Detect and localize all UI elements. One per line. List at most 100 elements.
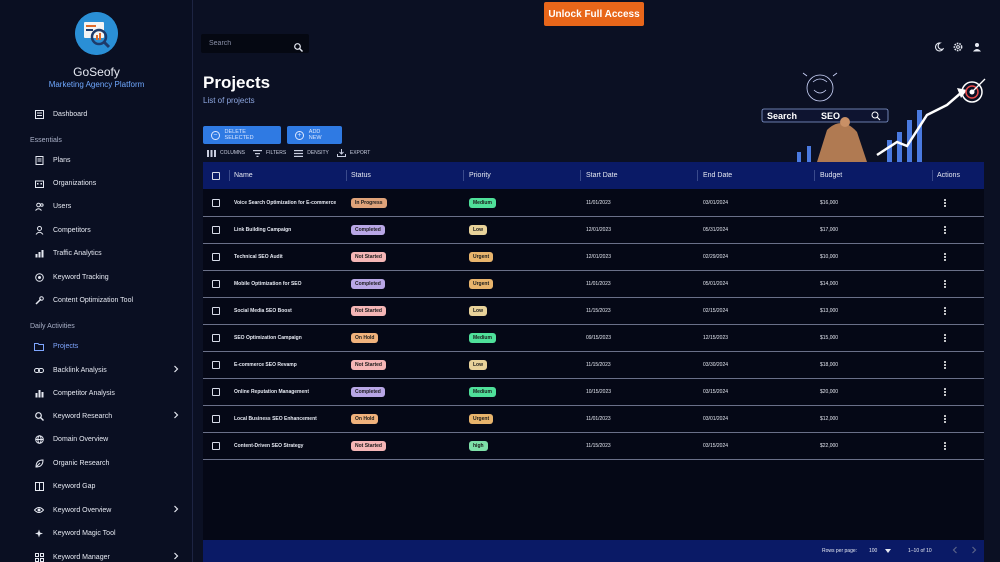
priority-badge: Urgent bbox=[469, 252, 494, 262]
table-row[interactable]: SEO Optimization Campaign On Hold Medium 09… bbox=[203, 325, 984, 352]
dark-mode-icon[interactable] bbox=[934, 39, 945, 52]
hero-seo-text: SEO bbox=[821, 111, 840, 121]
sidebar-item-traffic-analytics[interactable]: Traffic Analytics bbox=[34, 245, 189, 261]
sidebar-item-label: Backlink Analysis bbox=[53, 366, 107, 374]
row-checkbox[interactable] bbox=[212, 379, 220, 405]
priority-badge: Low bbox=[469, 360, 487, 370]
density-button[interactable]: DENSITY bbox=[294, 149, 329, 157]
row-actions-icon[interactable] bbox=[944, 433, 946, 459]
sidebar-item-projects[interactable]: Projects bbox=[34, 338, 189, 354]
column-header-status[interactable]: Status bbox=[351, 172, 371, 179]
column-header-name[interactable]: Name bbox=[234, 172, 253, 179]
row-checkbox[interactable] bbox=[212, 325, 220, 351]
chevron-right-icon[interactable] bbox=[173, 365, 181, 375]
export-button[interactable]: EXPORT bbox=[336, 149, 370, 157]
table-row[interactable]: Online Reputation Management Completed Med… bbox=[203, 379, 984, 406]
start-cell: 10/15/2023 bbox=[586, 389, 612, 395]
name-cell: Technical SEO Audit bbox=[234, 254, 283, 260]
column-header-priority[interactable]: Priority bbox=[469, 172, 491, 179]
priority-cell: Urgent bbox=[469, 244, 494, 270]
chevron-right-icon[interactable] bbox=[173, 552, 181, 562]
budget-cell: $18,000 bbox=[820, 362, 839, 368]
caret-down-icon bbox=[885, 549, 892, 553]
name-cell: Local Business SEO Enhancement bbox=[234, 416, 317, 422]
sidebar-item-keyword-overview[interactable]: Keyword Overview bbox=[34, 502, 189, 518]
search-input[interactable] bbox=[209, 40, 289, 47]
sidebar-item-keyword-research[interactable]: Keyword Research bbox=[34, 408, 189, 424]
row-actions-icon[interactable] bbox=[944, 217, 946, 243]
sidebar-item-keyword-manager[interactable]: Keyword Manager bbox=[34, 549, 189, 562]
sidebar-item-label: Dashboard bbox=[53, 110, 88, 118]
sidebar-item-keyword-gap[interactable]: Keyword Gap bbox=[34, 478, 189, 494]
priority-cell: Urgent bbox=[469, 406, 494, 432]
delete-selected-button[interactable]: − DELETE SELECTED bbox=[203, 126, 281, 144]
column-header-budget[interactable]: Budget bbox=[820, 172, 843, 179]
table-row[interactable]: Local Business SEO Enhancement On Hold Urg… bbox=[203, 406, 984, 433]
rows-per-page-select[interactable]: 100 bbox=[869, 548, 892, 554]
chevron-right-icon[interactable] bbox=[173, 411, 181, 421]
chevron-right-icon[interactable] bbox=[173, 505, 181, 515]
row-actions-icon[interactable] bbox=[944, 379, 946, 405]
table-row[interactable]: Mobile Optimization for SEO Completed Urge… bbox=[203, 271, 984, 298]
table-row[interactable]: Voice Search Optimization for E-commerce… bbox=[203, 190, 984, 217]
column-header-start-date[interactable]: Start Date bbox=[586, 172, 618, 179]
row-actions-icon[interactable] bbox=[944, 298, 946, 324]
table-row[interactable]: Link Building Campaign Completed Low 12/01/… bbox=[203, 217, 984, 244]
status-cell: Not Started bbox=[351, 244, 386, 270]
row-actions-icon[interactable] bbox=[944, 325, 946, 351]
budget-cell: $13,000 bbox=[820, 308, 839, 314]
row-actions-icon[interactable] bbox=[944, 352, 946, 378]
name-cell: Link Building Campaign bbox=[234, 227, 292, 233]
row-checkbox[interactable] bbox=[212, 271, 220, 297]
priority-cell: Low bbox=[469, 217, 487, 243]
row-checkbox[interactable] bbox=[212, 352, 220, 378]
table-row[interactable]: E-commerce SEO Revamp Not Started Low 11/15… bbox=[203, 352, 984, 379]
prev-page-icon[interactable] bbox=[952, 546, 958, 556]
next-page-icon[interactable] bbox=[971, 546, 977, 556]
sidebar-item-organizations[interactable]: Organizations bbox=[34, 175, 189, 191]
export-icon bbox=[336, 149, 346, 157]
projects-table: Name Status Priority Start Date End Date… bbox=[203, 162, 984, 562]
sidebar-item-backlink-analysis[interactable]: Backlink Analysis bbox=[34, 362, 189, 378]
column-header-end-date[interactable]: End Date bbox=[703, 172, 733, 179]
sidebar-item-plans[interactable]: Plans bbox=[34, 152, 189, 168]
table-row[interactable]: Technical SEO Audit Not Started Urgent 12/0… bbox=[203, 244, 984, 271]
account-icon[interactable] bbox=[972, 39, 982, 52]
sidebar-item-keyword-magic-tool[interactable]: Keyword Magic Tool bbox=[34, 525, 189, 541]
row-checkbox[interactable] bbox=[212, 190, 220, 216]
priority-cell: Urgent bbox=[469, 271, 494, 297]
sidebar-item-keyword-tracking[interactable]: Keyword Tracking bbox=[34, 269, 189, 285]
priority-cell: high bbox=[469, 433, 488, 459]
sidebar-item-competitor-analysis[interactable]: Competitor Analysis bbox=[34, 385, 189, 401]
table-row[interactable]: Social Media SEO Boost Not Started Low 11/1… bbox=[203, 298, 984, 325]
row-actions-icon[interactable] bbox=[944, 271, 946, 297]
table-row[interactable]: Content-Driven SEO Strategy Not Started hi… bbox=[203, 433, 984, 460]
row-checkbox[interactable] bbox=[212, 244, 220, 270]
row-checkbox[interactable] bbox=[212, 433, 220, 459]
settings-icon[interactable] bbox=[953, 39, 963, 52]
row-checkbox[interactable] bbox=[212, 217, 220, 243]
status-badge: Not Started bbox=[351, 441, 386, 451]
sidebar-item-organic-research[interactable]: Organic Research bbox=[34, 455, 189, 471]
columns-button[interactable]: COLUMNS bbox=[207, 149, 245, 157]
row-actions-icon[interactable] bbox=[944, 244, 946, 270]
sidebar-item-users[interactable]: Users bbox=[34, 198, 189, 214]
unlock-full-access-button[interactable]: Unlock Full Access bbox=[544, 2, 644, 26]
sidebar-item-dashboard[interactable]: Dashboard bbox=[34, 106, 189, 122]
start-cell: 11/15/2023 bbox=[586, 308, 611, 314]
sidebar-item-content-optimization[interactable]: Content Optimization Tool bbox=[34, 292, 189, 308]
sidebar-item-competitors[interactable]: Competitors bbox=[34, 222, 189, 238]
status-badge: Not Started bbox=[351, 360, 386, 370]
row-actions-icon[interactable] bbox=[944, 190, 946, 216]
row-checkbox[interactable] bbox=[212, 406, 220, 432]
select-all-checkbox[interactable] bbox=[212, 171, 220, 180]
sidebar-item-domain-overview[interactable]: Domain Overview bbox=[34, 431, 189, 447]
filters-button[interactable]: FILTERS bbox=[253, 149, 286, 157]
sidebar-item-label: Keyword Magic Tool bbox=[53, 529, 116, 537]
row-actions-icon[interactable] bbox=[944, 406, 946, 432]
add-new-button[interactable]: + ADD NEW bbox=[287, 126, 342, 144]
more-vert-icon bbox=[944, 199, 946, 207]
row-checkbox[interactable] bbox=[212, 298, 220, 324]
search-icon[interactable] bbox=[294, 39, 303, 57]
grid-toolbar: COLUMNS FILTERS DENSITY EXPORT bbox=[207, 149, 378, 157]
